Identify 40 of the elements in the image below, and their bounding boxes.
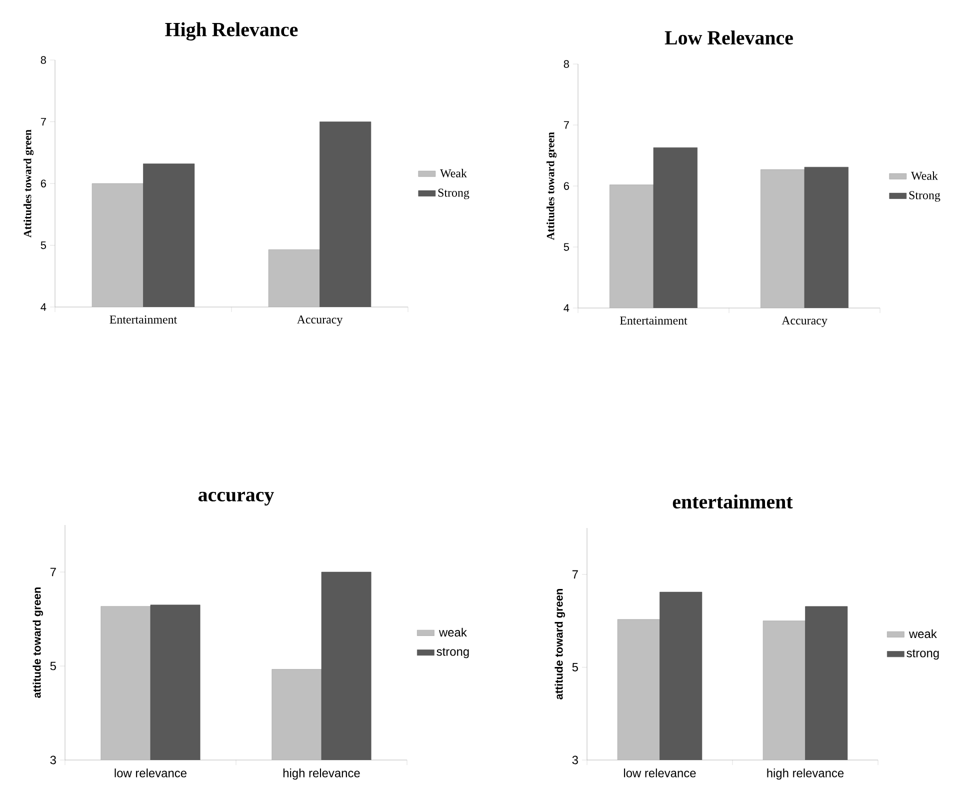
y-tick-label: 4 xyxy=(40,303,46,311)
y-tick-label: 5 xyxy=(40,241,46,250)
x-tick-label: low relevance xyxy=(114,768,186,778)
x-tick-label: Entertainment xyxy=(110,316,178,324)
y-tick-label: 7 xyxy=(50,568,56,576)
legend-label: Weak xyxy=(440,168,467,178)
x-tick-label: Accuracy xyxy=(296,316,343,326)
y-tick-label: 7 xyxy=(564,121,569,129)
y-tick-label: 3 xyxy=(572,756,578,764)
x-tick-label: high relevance xyxy=(767,768,844,780)
y-tick-label: 5 xyxy=(50,662,56,670)
x-tick-label: low relevance xyxy=(624,768,696,778)
y-axis-title: Attitudes toward green xyxy=(24,130,34,238)
x-tick-label: high relevance xyxy=(283,768,360,780)
y-tick-label: 6 xyxy=(40,180,46,188)
legend-label: Strong xyxy=(909,191,940,202)
chart-title: Low Relevance xyxy=(664,30,793,44)
x-tick-label: Accuracy xyxy=(782,316,828,327)
chart-title: entertainment xyxy=(672,494,793,509)
y-tick-label: 5 xyxy=(564,243,570,251)
legend-label: strong xyxy=(436,648,469,658)
y-axis-title: Attitudes toward green xyxy=(546,132,557,240)
y-tick-label: 6 xyxy=(564,182,569,190)
chart-title: High Relevance xyxy=(165,22,298,40)
legend-label: Weak xyxy=(911,171,938,180)
y-axis-title: attitude toward green xyxy=(32,587,43,698)
y-tick-label: 7 xyxy=(572,570,578,579)
x-tick-label: Entertainment xyxy=(620,316,688,325)
y-tick-label: 4 xyxy=(564,304,570,312)
legend-label: strong xyxy=(906,649,939,660)
y-tick-label: 7 xyxy=(40,118,46,126)
y-tick-label: 8 xyxy=(40,56,46,64)
legend-label: Strong xyxy=(438,188,470,200)
y-tick-label: 5 xyxy=(572,663,578,672)
y-tick-label: 8 xyxy=(564,60,569,68)
legend-label: weak xyxy=(438,628,467,637)
legend-label: weak xyxy=(908,629,937,638)
y-tick-label: 3 xyxy=(50,756,56,764)
chart-title: accuracy xyxy=(198,492,274,506)
y-axis-title: attitude toward green xyxy=(554,588,566,700)
